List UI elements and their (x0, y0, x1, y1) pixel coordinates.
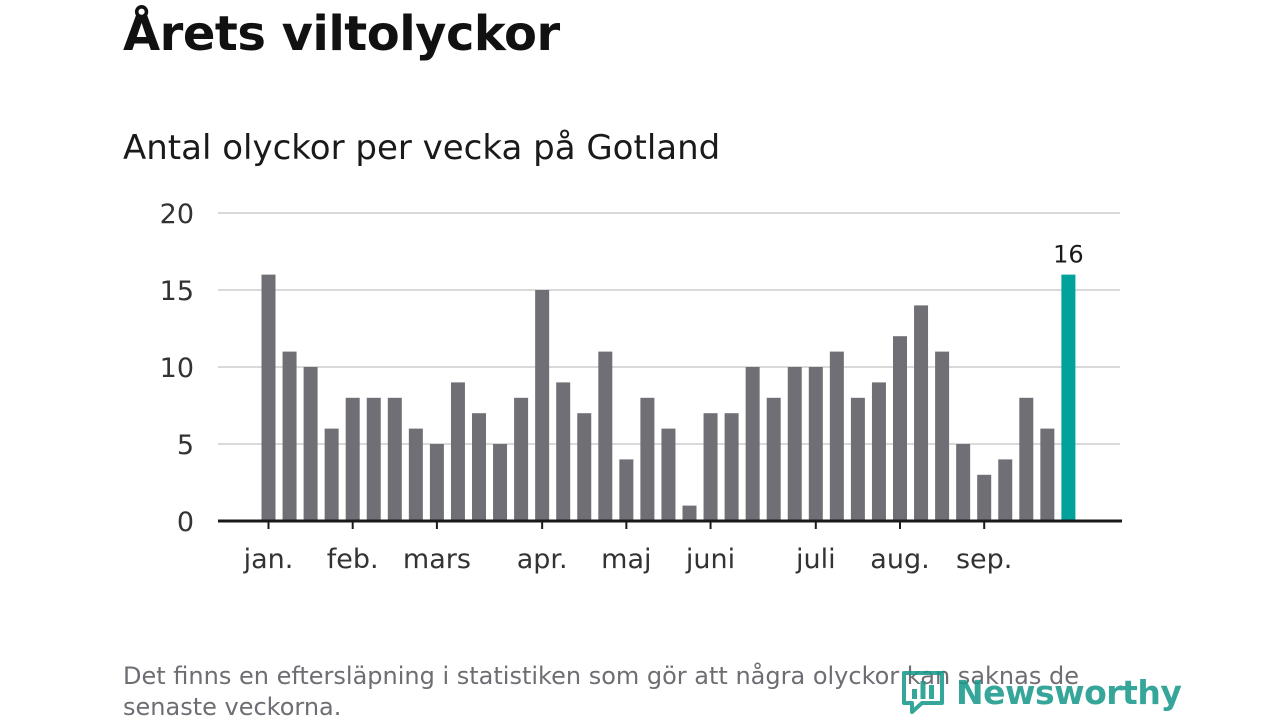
x-axis-ticks: jan. feb. mars apr. maj juni juli aug. sep. (243, 521, 1012, 575)
bar (282, 351, 297, 521)
bar (661, 428, 676, 521)
bar (850, 397, 865, 521)
x-tick-label: sep. (956, 544, 1012, 575)
bar (766, 397, 781, 521)
data-label-current-week: 16 (1053, 241, 1084, 269)
bar (493, 444, 508, 521)
bar (261, 274, 276, 521)
bar (724, 413, 739, 521)
bar (977, 474, 992, 521)
x-tick-label: juni (685, 544, 735, 575)
chart-subtitle: Antal olyckor per vecka på Gotland (123, 128, 721, 168)
bar (745, 367, 760, 521)
bar (556, 382, 571, 521)
data-labels: 16 (1053, 241, 1084, 269)
bar (787, 367, 802, 521)
bars (261, 274, 1076, 521)
bar (808, 367, 823, 521)
bar (408, 428, 423, 521)
x-tick-label: mars (403, 544, 471, 575)
bar (1019, 397, 1034, 521)
y-tick-label: 15 (160, 276, 194, 307)
x-tick-label: aug. (870, 544, 929, 575)
bar (429, 444, 444, 521)
y-axis-ticks: 0 5 10 15 20 (160, 199, 194, 538)
newsworthy-logo-icon (902, 671, 944, 714)
bar (619, 459, 634, 521)
bar (450, 382, 465, 521)
y-tick-label: 0 (177, 507, 194, 538)
bar (682, 505, 697, 521)
bar (703, 413, 718, 521)
bar (935, 351, 950, 521)
bar-current-week (1061, 274, 1076, 521)
bar (535, 290, 550, 521)
y-tick-label: 20 (160, 199, 194, 230)
newsworthy-logo: Newsworthy (900, 668, 1182, 716)
bar (303, 367, 318, 521)
bar (577, 413, 592, 521)
bar (871, 382, 886, 521)
bar (345, 397, 360, 521)
bar (640, 397, 655, 521)
bar-chart: 0 5 10 15 20 jan. feb. mars apr. maj juni juli aug.… (160, 199, 1122, 575)
bar (366, 397, 381, 521)
bar (387, 397, 402, 521)
x-tick-label: juli (795, 544, 836, 575)
chart-title: Årets viltolyckor (123, 6, 560, 62)
bar (956, 444, 971, 521)
x-tick-label: feb. (327, 544, 379, 575)
bar (598, 351, 613, 521)
bar (914, 305, 929, 521)
newsworthy-logo-text: Newsworthy (956, 672, 1182, 712)
bar (893, 336, 907, 521)
y-tick-label: 5 (177, 430, 194, 461)
y-tick-label: 10 (160, 353, 194, 384)
x-tick-label: maj (601, 544, 651, 575)
bar (1040, 428, 1055, 521)
footnote: Det finns en eftersläpning i statistiken… (123, 662, 1079, 721)
bar (514, 397, 529, 521)
bar (324, 428, 339, 521)
bar (472, 413, 486, 521)
bar (829, 351, 844, 521)
bar (998, 459, 1013, 521)
x-tick-label: apr. (517, 544, 568, 575)
x-tick-label: jan. (243, 544, 294, 575)
